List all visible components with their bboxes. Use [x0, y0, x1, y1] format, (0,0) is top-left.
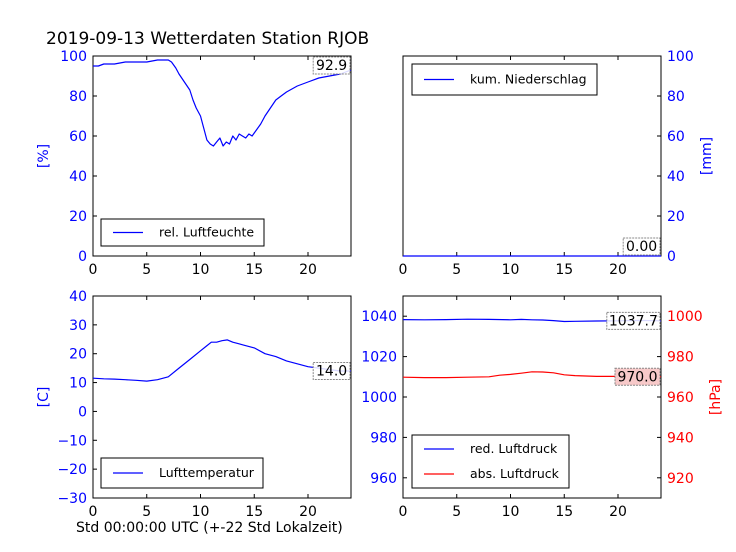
figure-title: 2019-09-13 Wetterdaten Station RJOB: [46, 29, 369, 49]
x-tick-label: 0: [89, 262, 98, 278]
x-tick-label: 0: [89, 504, 98, 520]
panel-precipitation: 0 5 10 15 20 0 20 40 60 80 100 [mm] kum. Niederschla…: [399, 49, 715, 278]
y-tick-label: 0: [78, 404, 87, 420]
value-label: 92.9: [316, 58, 347, 74]
y-tick-label: 1040: [361, 309, 397, 325]
y-tick-label: −30: [57, 491, 87, 507]
legend-entry: rel. Luftfeuchte: [159, 225, 254, 240]
legend-entry: abs. Luftdruck: [470, 466, 560, 481]
y-right-tick-label: 40: [667, 169, 685, 185]
legend-entry: kum. Niederschlag: [470, 72, 587, 87]
legend-box: [411, 434, 570, 489]
y-tick-label: 40: [69, 169, 87, 185]
x-tick-label: 0: [399, 504, 408, 520]
y-right-tick-label: 0: [667, 249, 676, 265]
value-box: [312, 362, 351, 381]
series-line-1: [402, 371, 662, 379]
y-tick-label: 980: [370, 430, 397, 446]
x-tick-label: 5: [452, 504, 461, 520]
y-tick-label: 40: [69, 289, 87, 305]
x-tick-label: 10: [192, 262, 210, 278]
legend: Lufttemperatur: [100, 457, 264, 489]
y-right-axis-label: [hPa]: [708, 379, 724, 415]
y-axis-label: [C]: [36, 387, 52, 408]
y-tick-label: 20: [69, 209, 87, 225]
legend-entry: Lufttemperatur: [159, 465, 255, 480]
y-tick-label: 60: [69, 129, 87, 145]
value-box: [614, 367, 661, 386]
legend: kum. Niederschlag: [411, 63, 598, 96]
x-tick-label: 0: [399, 262, 408, 278]
value-label: 970.0: [617, 369, 657, 385]
y-right-tick-label: 940: [667, 430, 694, 446]
y-right-tick-label: 20: [667, 209, 685, 225]
x-tick-label: 5: [142, 262, 151, 278]
y-tick-label: 20: [69, 347, 87, 363]
y-tick-label: 1020: [361, 350, 397, 366]
plot-frame: [92, 55, 352, 257]
plot-frame: [92, 295, 352, 499]
y-tick-label: 100: [60, 49, 87, 65]
y-right-tick-label: 100: [667, 49, 694, 65]
x-tick-label: 15: [245, 504, 263, 520]
x-tick-label: 10: [502, 262, 520, 278]
panel-pressure: 0 5 10 15 20 960 980 1000 1020 1040 920 940 960 980 10…: [361, 295, 724, 520]
series-line-0: [93, 59, 352, 147]
y-right-tick-label: 960: [667, 390, 694, 406]
y-tick-label: −20: [57, 462, 87, 478]
y-tick-label: 960: [370, 471, 397, 487]
x-tick-label: 5: [452, 262, 461, 278]
y-tick-label: 30: [69, 318, 87, 334]
panel-temperature: 0 5 10 15 20 −30 −20 −10 0 10 20 30 40 [C] Lufttempera…: [36, 289, 352, 520]
value-label: 14.0: [316, 364, 347, 380]
y-right-tick-label: 60: [667, 129, 685, 145]
value-box: [606, 311, 661, 330]
value-box: [312, 56, 351, 75]
legend: red. Luftdruck abs. Luftdruck: [411, 434, 570, 489]
shared-x-label: Std 00:00:00 UTC (+-22 Std Lokalzeit): [76, 520, 343, 536]
x-tick-label: 5: [142, 504, 151, 520]
y-right-tick-label: 920: [667, 471, 694, 487]
x-tick-label: 20: [609, 262, 627, 278]
series-line-0: [92, 339, 351, 382]
value-box: [622, 237, 661, 256]
legend-entry: red. Luftdruck: [470, 441, 558, 456]
y-right-tick-label: 980: [667, 350, 694, 366]
value-label: 0.00: [626, 239, 657, 255]
x-tick-label: 15: [555, 504, 573, 520]
x-tick-label: 10: [192, 504, 210, 520]
y-tick-label: −10: [57, 433, 87, 449]
x-tick-label: 20: [609, 504, 627, 520]
y-right-tick-label: 1000: [667, 309, 703, 325]
y-axis-label: [mm]: [699, 137, 715, 175]
x-tick-label: 20: [299, 504, 317, 520]
value-label: 1037.7: [609, 313, 658, 329]
panel-humidity: 0 5 10 15 20 0 20 40 60 80 100 [%] rel. Luftfeuchte 9…: [36, 49, 352, 278]
y-tick-label: 10: [69, 376, 87, 392]
x-tick-label: 20: [299, 262, 317, 278]
x-tick-label: 10: [502, 504, 520, 520]
y-tick-label: 80: [69, 89, 87, 105]
y-tick-label: 0: [78, 249, 87, 265]
legend: rel. Luftfeuchte: [100, 218, 265, 247]
y-axis-label: [%]: [36, 144, 52, 168]
y-tick-label: 1000: [361, 390, 397, 406]
x-tick-label: 15: [555, 262, 573, 278]
x-tick-label: 15: [245, 262, 263, 278]
y-right-tick-label: 80: [667, 89, 685, 105]
